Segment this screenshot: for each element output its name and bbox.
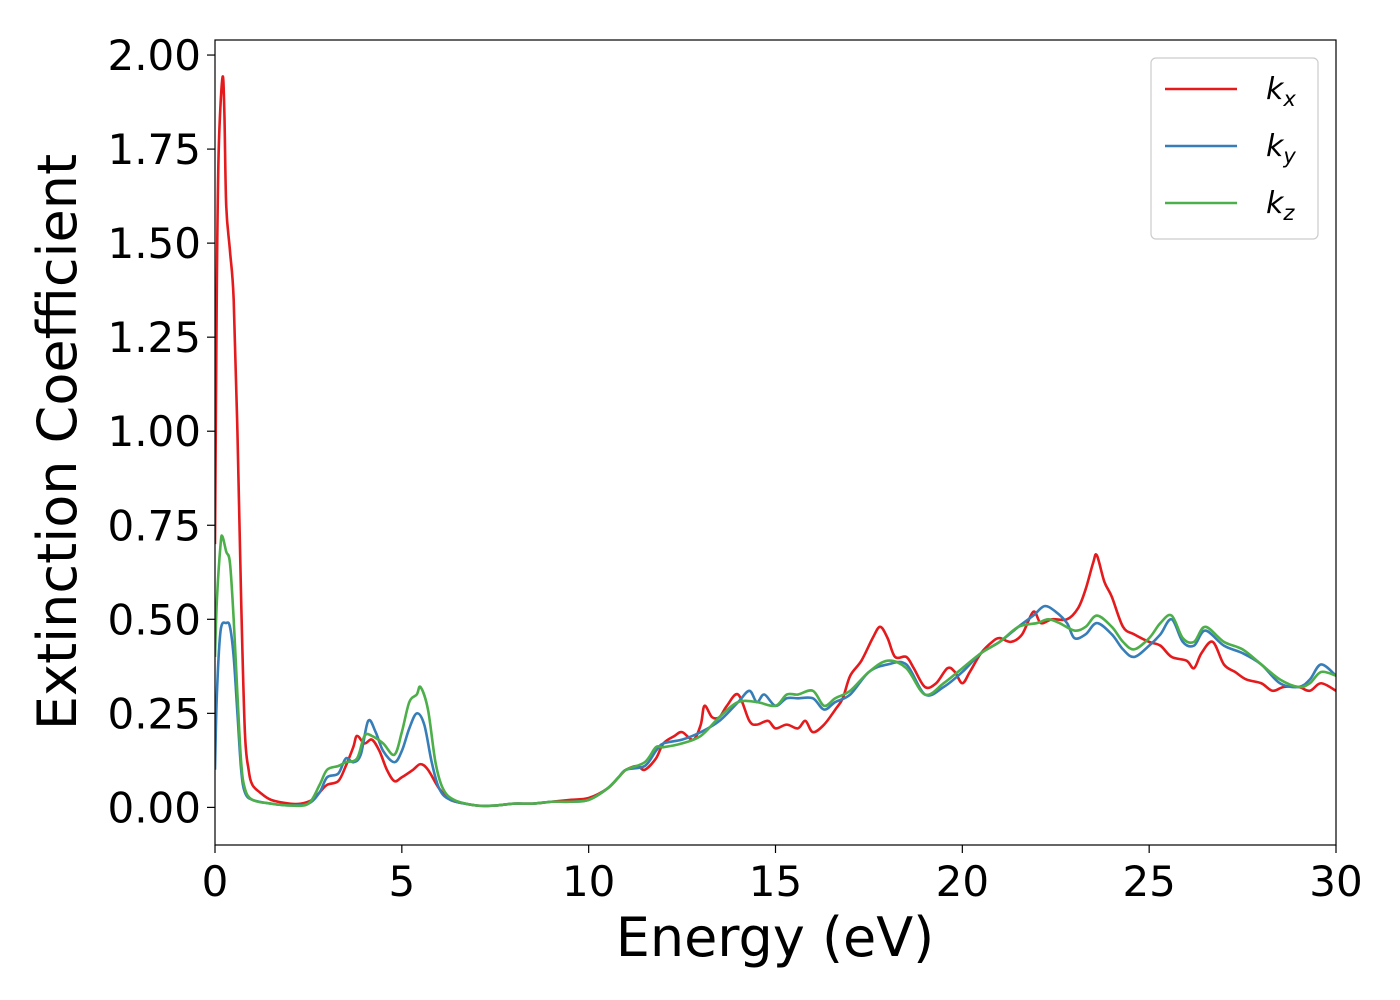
y-tick-label: 1.00 [107, 407, 201, 456]
ticks-layer: 0 5 10 15 20 25 30 0.00 0.25 0.50 0.75 1.00 1.25 1.50… [107, 31, 1362, 906]
legend: kx ky kz [1150, 57, 1319, 240]
legend-label-ky: ky [1266, 129, 1296, 168]
x-tick-label: 15 [749, 857, 802, 906]
legend-label-kz: kz [1266, 186, 1295, 225]
y-tick-label: 0.00 [107, 783, 201, 832]
y-axis-title: Extinction Coefficient [26, 154, 89, 730]
x-tick-label: 20 [936, 857, 989, 906]
y-tick-label: 1.50 [107, 219, 201, 268]
legend-box [1150, 57, 1319, 240]
y-tick-label: 2.00 [107, 31, 201, 80]
y-tick-label: 1.75 [107, 125, 201, 174]
legend-label-kx: kx [1266, 72, 1296, 111]
series-layer [215, 75, 1336, 808]
x-tick-label: 10 [562, 857, 615, 906]
x-tick-label: 5 [388, 857, 415, 906]
x-tick-label: 0 [202, 857, 229, 906]
x-axis-title: Energy (eV) [616, 906, 935, 969]
y-tick-label: 1.25 [107, 313, 201, 362]
y-tick-label: 0.50 [107, 595, 201, 644]
x-tick-label: 30 [1309, 857, 1362, 906]
y-tick-label: 0.25 [107, 689, 201, 738]
x-tick-label: 25 [1122, 857, 1175, 906]
y-tick-label: 0.75 [107, 501, 201, 550]
series-line-kz [215, 534, 1336, 808]
